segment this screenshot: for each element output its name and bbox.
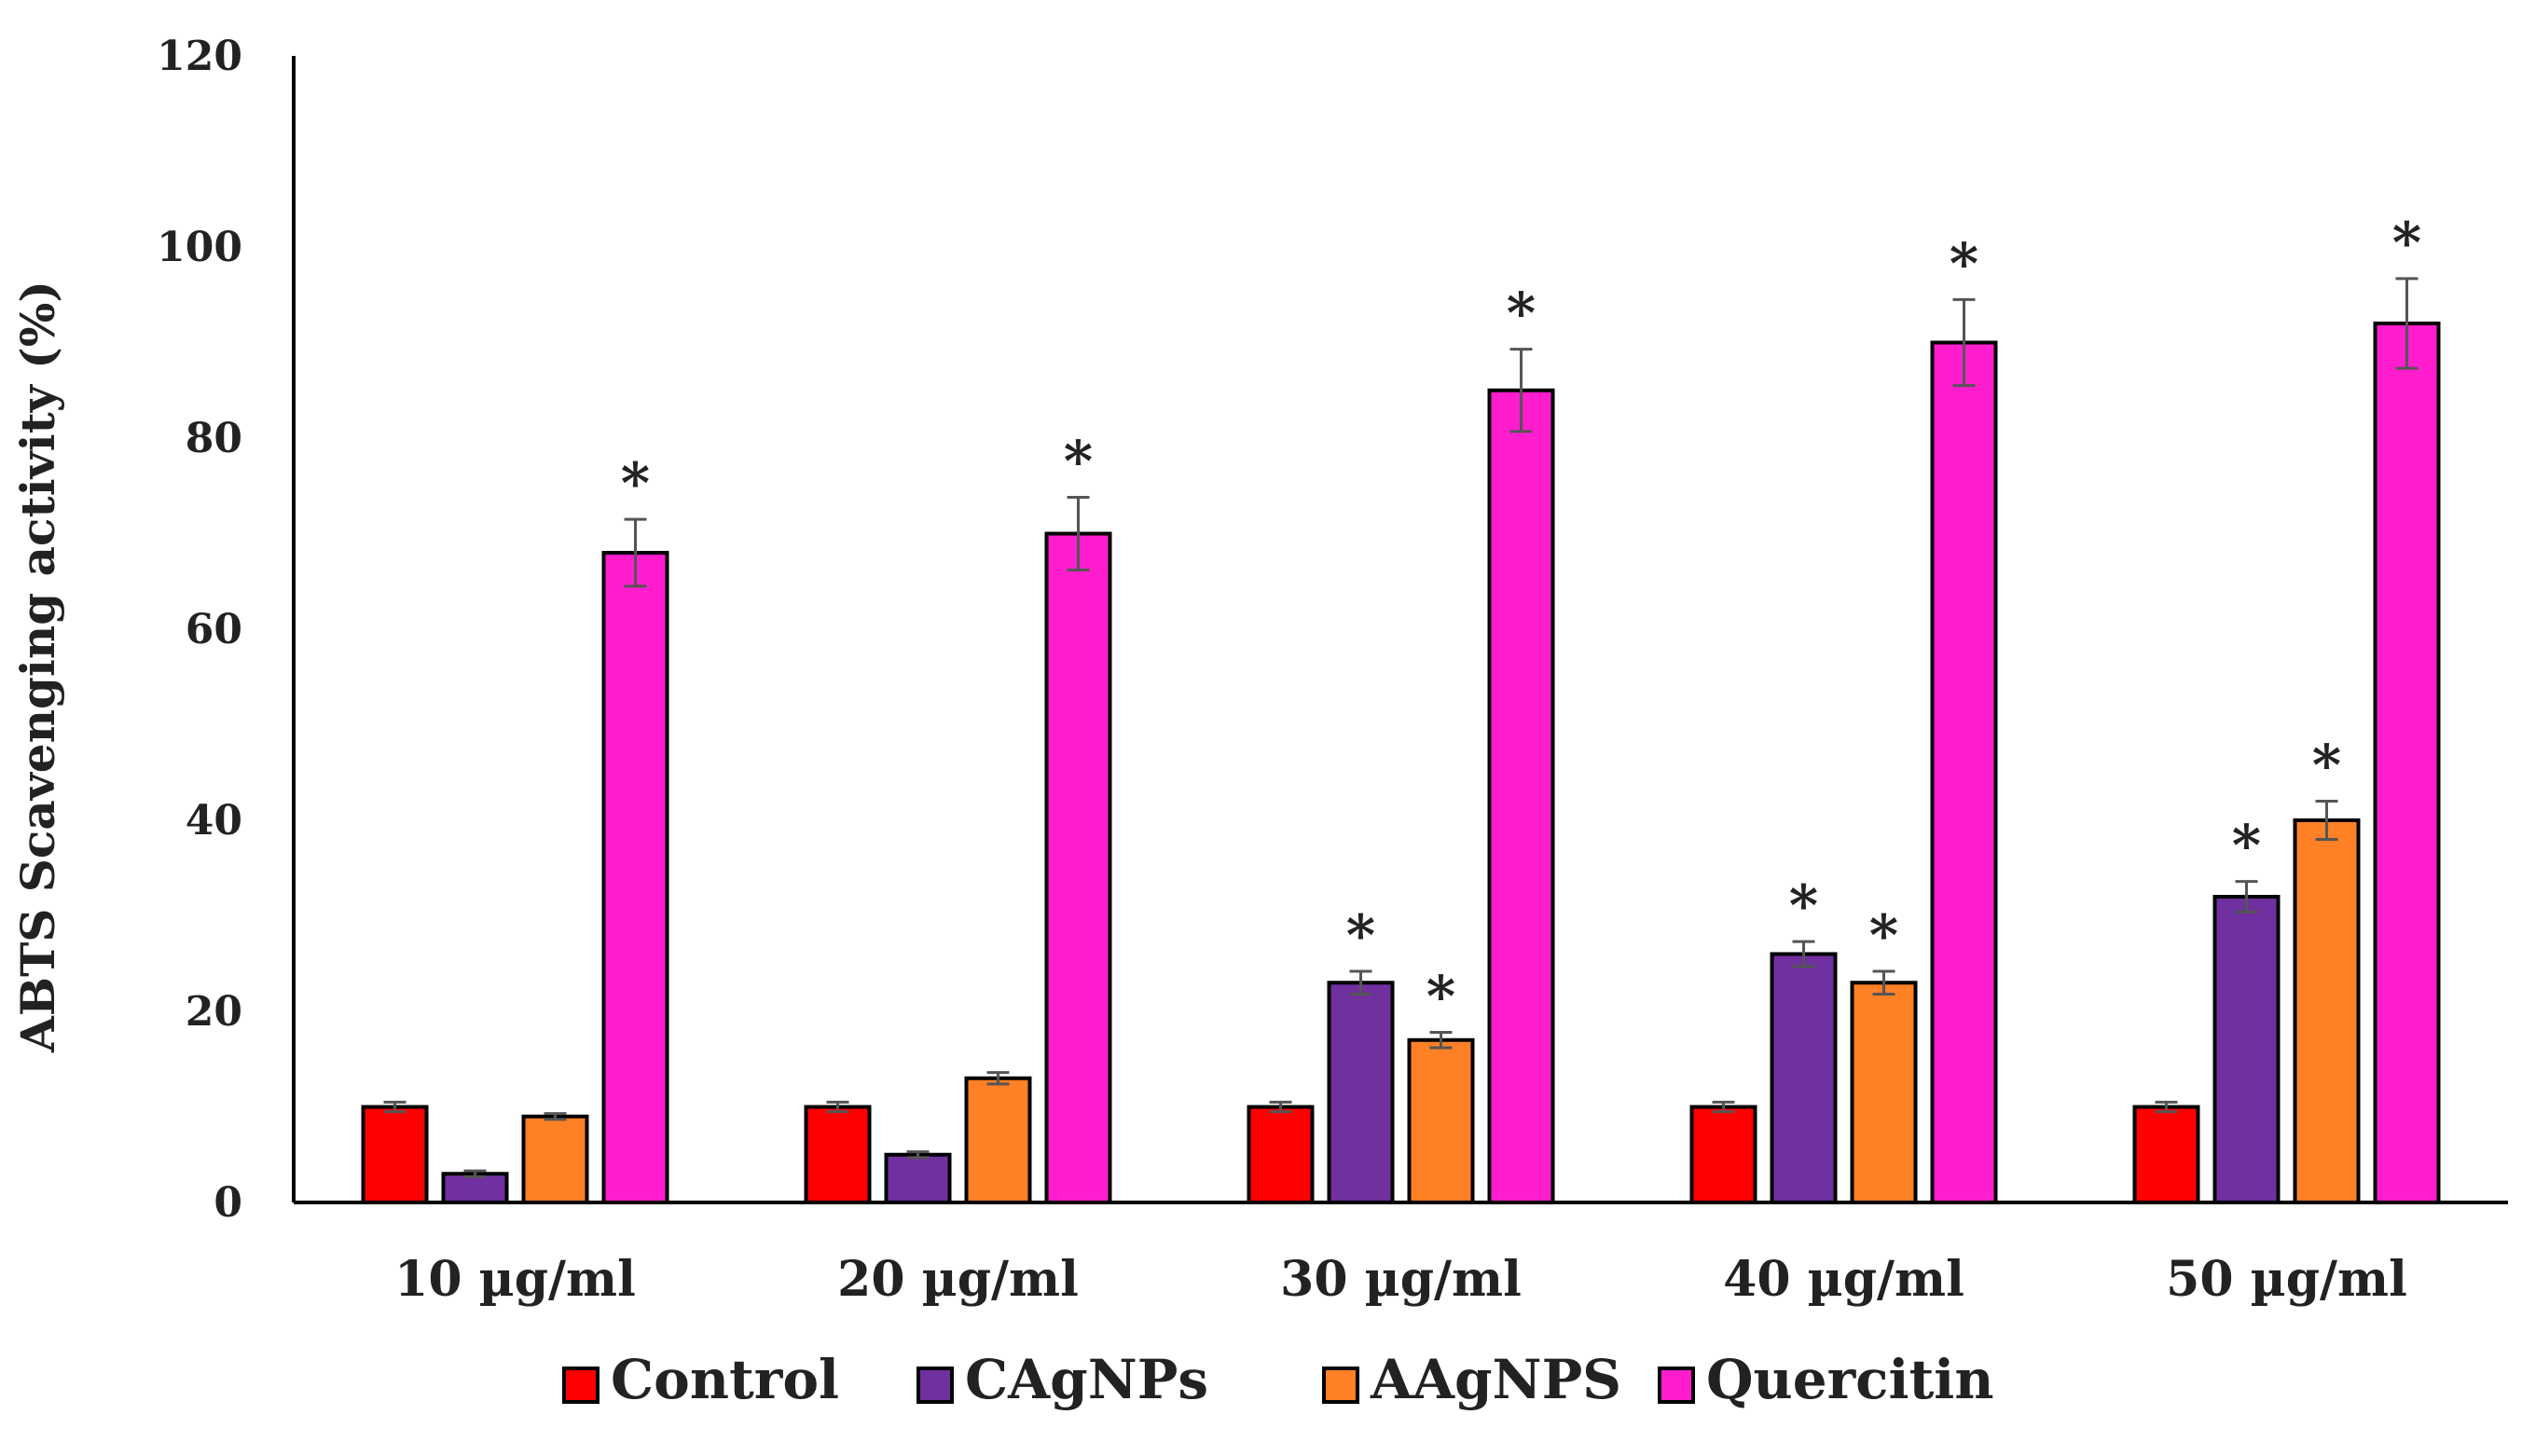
bar-cagnps — [1770, 952, 1838, 1204]
y-tick-label: 20 — [186, 988, 242, 1036]
bar-quercitin — [2373, 322, 2441, 1204]
bar-quercitin — [1930, 340, 1998, 1204]
bars — [361, 322, 2441, 1204]
legend-swatch-control — [562, 1367, 599, 1404]
significance-asterisk: * — [1426, 965, 1455, 1030]
bar-quercitin — [601, 551, 669, 1204]
y-tick-label: 120 — [157, 33, 242, 80]
significance-marks: * * * * * * * * * * * — [621, 211, 2421, 1030]
y-axis-ticks: 0 20 40 60 80 100 120 — [157, 33, 242, 1227]
y-tick-label: 100 — [157, 224, 242, 271]
legend-label-cagnps: CAgNPs — [965, 1348, 1208, 1411]
significance-asterisk: * — [1064, 430, 1093, 495]
bar-control — [804, 1105, 872, 1204]
legend-swatch-aagnps — [1322, 1367, 1359, 1404]
y-axis-title-group: ABTS Scavenging activity (%) — [10, 281, 65, 1053]
legend-label-aagnps: AAgNPS — [1370, 1348, 1621, 1411]
significance-asterisk: * — [1869, 903, 1898, 968]
y-tick-label: 60 — [186, 606, 242, 653]
x-axis-category-labels: 10 µg/ml 20 µg/ml 30 µg/ml 40 µg/ml 50 µg/ml — [394, 1251, 2407, 1308]
bar-aagnps — [1850, 981, 1918, 1204]
significance-asterisk: * — [2312, 734, 2341, 799]
legend-swatch-cagnps — [916, 1367, 954, 1404]
legend-swatch-quercitin — [1658, 1367, 1695, 1404]
bar-aagnps — [521, 1114, 589, 1204]
bar-cagnps — [2212, 895, 2281, 1204]
bar-quercitin — [1044, 531, 1112, 1204]
significance-asterisk: * — [1346, 903, 1375, 968]
significance-asterisk: * — [1507, 282, 1536, 347]
bar-control — [361, 1105, 429, 1204]
bar-quercitin — [1487, 388, 1555, 1204]
bar-cagnps — [884, 1152, 952, 1204]
significance-asterisk: * — [2232, 814, 2261, 879]
y-tick-label: 80 — [186, 415, 242, 462]
x-category-label: 20 µg/ml — [837, 1251, 1079, 1308]
bar-control — [2132, 1105, 2200, 1204]
bar-aagnps — [1407, 1037, 1475, 1204]
significance-asterisk: * — [1789, 873, 1818, 939]
bar-cagnps — [1327, 981, 1395, 1204]
x-category-label: 10 µg/ml — [394, 1251, 636, 1308]
significance-asterisk: * — [621, 451, 650, 516]
bar-aagnps — [964, 1076, 1032, 1204]
legend: Control CAgNPs AAgNPS Quercitin — [562, 1348, 1994, 1411]
significance-asterisk: * — [1950, 231, 1978, 296]
y-axis-title: ABTS Scavenging activity (%) — [10, 281, 65, 1053]
error-bars — [383, 277, 2419, 1178]
y-tick-label: 0 — [214, 1179, 242, 1227]
y-tick-label: 40 — [186, 797, 242, 845]
legend-label-quercitin: Quercitin — [1706, 1348, 1994, 1411]
bar-aagnps — [2293, 818, 2361, 1204]
bar-cagnps — [441, 1172, 509, 1204]
x-category-label: 30 µg/ml — [1280, 1251, 1522, 1308]
x-category-label: 50 µg/ml — [2166, 1251, 2407, 1308]
significance-asterisk: * — [2392, 211, 2421, 276]
bar-control — [1689, 1105, 1757, 1204]
bar-control — [1247, 1105, 1315, 1204]
x-category-label: 40 µg/ml — [1723, 1251, 1964, 1308]
legend-label-control: Control — [611, 1348, 839, 1411]
